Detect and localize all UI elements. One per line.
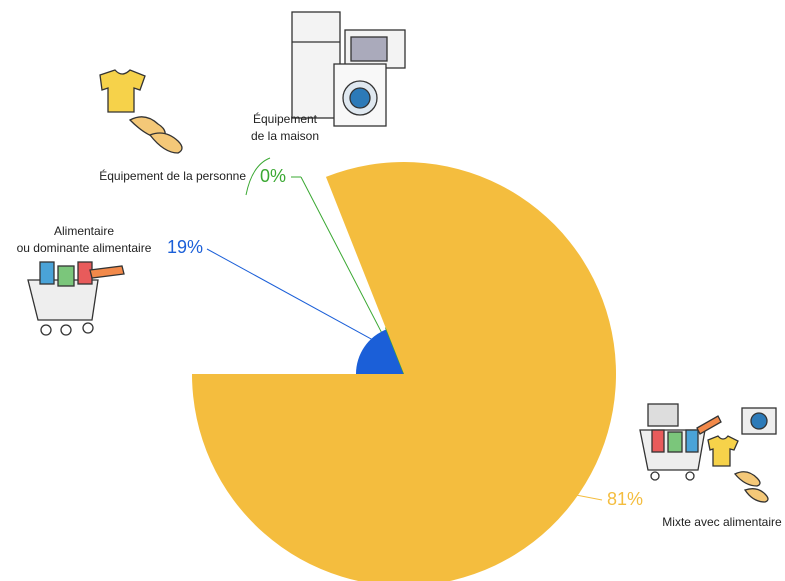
category-label: Équipement de la personne: [99, 168, 246, 183]
icon-appliances: [291, 11, 406, 127]
icon-tshirt-shoes: [99, 69, 183, 154]
category-label: ou dominante alimentaire: [17, 241, 152, 255]
category-label: de la maison: [251, 129, 319, 143]
icon-cart-food: [27, 261, 125, 336]
value-label: 81%: [607, 489, 643, 509]
icon-mixed: [639, 403, 777, 503]
value-label: 0%: [260, 166, 286, 186]
leader-line: [575, 494, 603, 501]
pie-slice: [192, 162, 616, 581]
category-label: Équipement: [253, 111, 318, 126]
value-label: 19%: [167, 237, 203, 257]
category-label: Alimentaire: [54, 224, 114, 238]
category-label: Mixte avec alimentaire: [662, 515, 782, 529]
leader-line: [245, 157, 271, 196]
pie-slice: [356, 329, 404, 374]
leader-line: [206, 248, 385, 347]
